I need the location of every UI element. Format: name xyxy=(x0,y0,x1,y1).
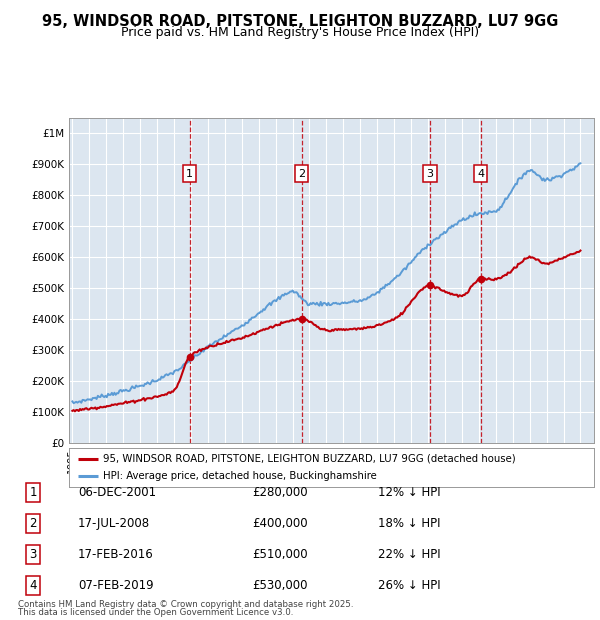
Text: This data is licensed under the Open Government Licence v3.0.: This data is licensed under the Open Gov… xyxy=(18,608,293,617)
Text: 3: 3 xyxy=(427,169,434,179)
Text: 4: 4 xyxy=(29,580,37,592)
Text: £530,000: £530,000 xyxy=(252,580,308,592)
Text: Price paid vs. HM Land Registry's House Price Index (HPI): Price paid vs. HM Land Registry's House … xyxy=(121,26,479,39)
Text: 3: 3 xyxy=(29,549,37,561)
Text: 06-DEC-2001: 06-DEC-2001 xyxy=(78,487,156,499)
Text: £280,000: £280,000 xyxy=(252,487,308,499)
Text: 26% ↓ HPI: 26% ↓ HPI xyxy=(378,580,440,592)
Text: 17-FEB-2016: 17-FEB-2016 xyxy=(78,549,154,561)
Text: 2: 2 xyxy=(298,169,305,179)
Text: HPI: Average price, detached house, Buckinghamshire: HPI: Average price, detached house, Buck… xyxy=(103,471,377,481)
Text: 17-JUL-2008: 17-JUL-2008 xyxy=(78,518,150,530)
Text: £510,000: £510,000 xyxy=(252,549,308,561)
Text: 1: 1 xyxy=(186,169,193,179)
Text: 4: 4 xyxy=(477,169,484,179)
Text: 1: 1 xyxy=(29,487,37,499)
Text: 22% ↓ HPI: 22% ↓ HPI xyxy=(378,549,440,561)
Text: Contains HM Land Registry data © Crown copyright and database right 2025.: Contains HM Land Registry data © Crown c… xyxy=(18,600,353,609)
Text: £400,000: £400,000 xyxy=(252,518,308,530)
Text: 18% ↓ HPI: 18% ↓ HPI xyxy=(378,518,440,530)
Text: 95, WINDSOR ROAD, PITSTONE, LEIGHTON BUZZARD, LU7 9GG: 95, WINDSOR ROAD, PITSTONE, LEIGHTON BUZ… xyxy=(42,14,558,29)
Text: 95, WINDSOR ROAD, PITSTONE, LEIGHTON BUZZARD, LU7 9GG (detached house): 95, WINDSOR ROAD, PITSTONE, LEIGHTON BUZ… xyxy=(103,454,516,464)
Text: 2: 2 xyxy=(29,518,37,530)
Text: 07-FEB-2019: 07-FEB-2019 xyxy=(78,580,154,592)
Text: 12% ↓ HPI: 12% ↓ HPI xyxy=(378,487,440,499)
